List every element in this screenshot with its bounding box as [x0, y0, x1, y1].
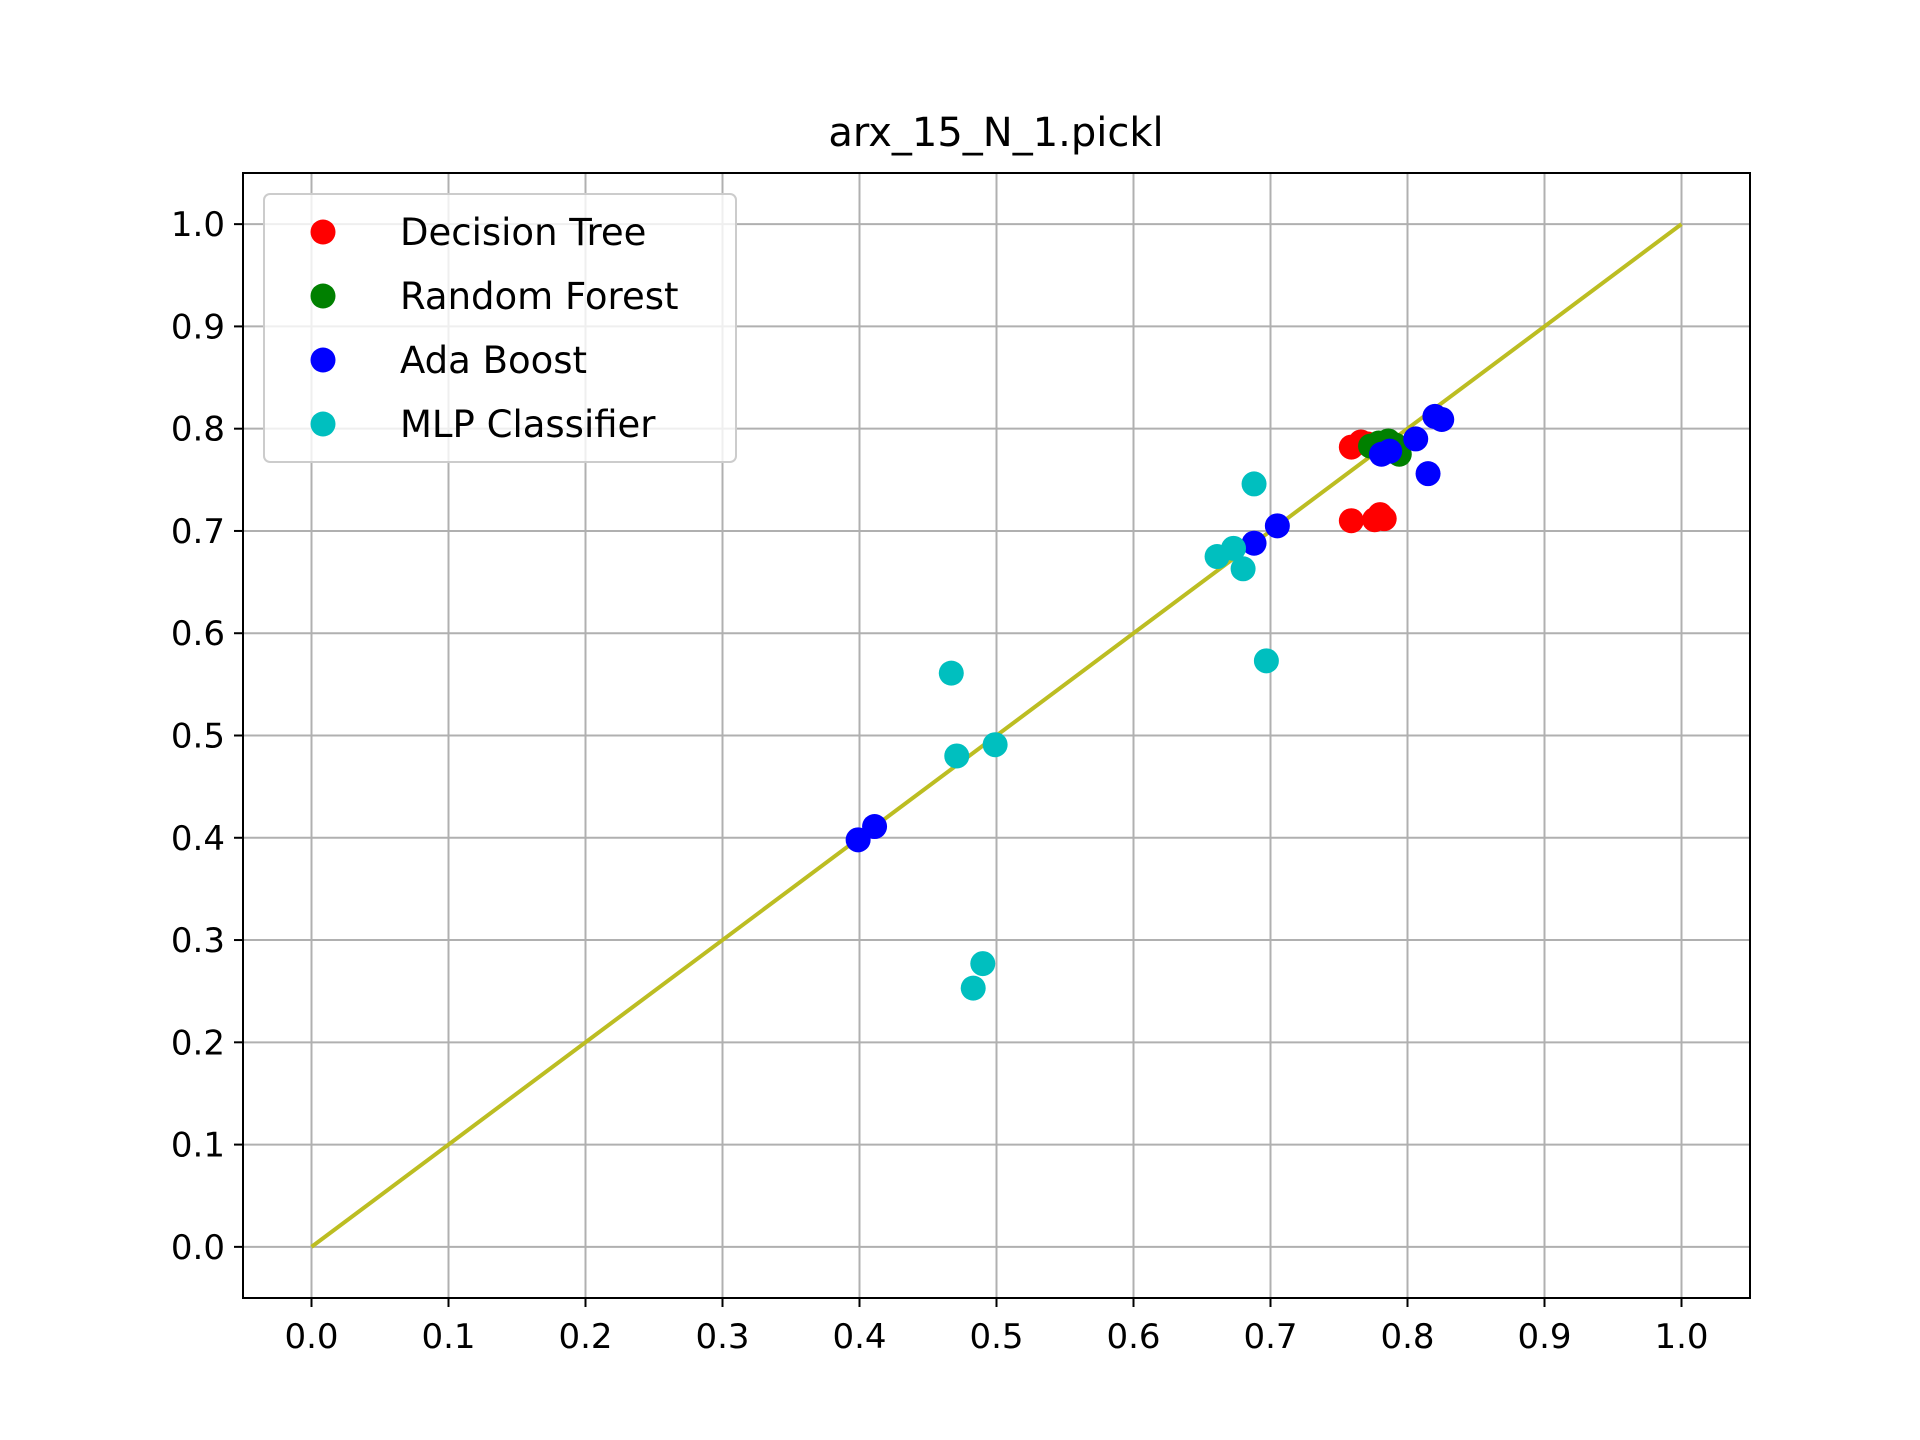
data-point	[944, 743, 970, 769]
data-point	[1403, 426, 1429, 452]
data-point	[938, 660, 964, 686]
data-point	[862, 814, 888, 840]
legend-marker	[310, 219, 336, 245]
y-tick-label: 0.0	[171, 1228, 225, 1268]
x-tick-label: 0.5	[969, 1317, 1023, 1357]
y-tick-label: 0.1	[171, 1126, 225, 1166]
data-point	[1377, 438, 1403, 464]
y-tick-label: 0.5	[171, 717, 225, 757]
legend: Decision Tree Random Forest Ada Boost MLP C…	[263, 193, 737, 463]
legend-label: MLP Classifier	[400, 403, 656, 446]
x-tick-label: 0.6	[1106, 1317, 1160, 1357]
x-tick-label: 0.1	[421, 1317, 475, 1357]
x-tick-label: 0.8	[1380, 1317, 1434, 1357]
axis-ticks: 0.0 0.1 0.2 0.3 0.4 0.5 0.6 0.7 0.8 0.9 1.0 0.0 0.1 0…	[171, 205, 1709, 1357]
y-tick-label: 0.7	[171, 512, 225, 552]
data-point	[1429, 406, 1455, 432]
data-point	[1253, 648, 1279, 674]
legend-label: Random Forest	[400, 275, 679, 318]
data-point	[970, 951, 996, 977]
x-tick-label: 0.7	[1243, 1317, 1297, 1357]
y-tick-label: 0.8	[171, 410, 225, 450]
legend-marker	[310, 411, 336, 437]
data-point	[1230, 556, 1256, 582]
x-tick-label: 0.3	[695, 1317, 749, 1357]
y-tick-label: 0.6	[171, 614, 225, 654]
x-tick-label: 0.9	[1517, 1317, 1571, 1357]
y-tick-label: 0.4	[171, 819, 225, 859]
data-point	[1241, 471, 1267, 497]
data-point	[1338, 508, 1364, 534]
y-tick-label: 0.2	[171, 1023, 225, 1063]
x-tick-label: 0.4	[832, 1317, 886, 1357]
data-point	[1371, 506, 1397, 532]
data-point	[960, 975, 986, 1001]
x-tick-label: 0.0	[284, 1317, 338, 1357]
data-point	[1241, 530, 1267, 556]
data-point	[982, 732, 1008, 758]
legend-marker	[310, 347, 336, 373]
series-mlp-classifier	[938, 471, 1279, 1001]
y-tick-label: 0.3	[171, 921, 225, 961]
data-point	[1264, 513, 1290, 539]
data-point	[1221, 535, 1247, 561]
legend-label: Ada Boost	[400, 339, 587, 382]
series-ada-boost	[845, 403, 1455, 853]
legend-box	[263, 193, 737, 463]
data-points	[845, 403, 1455, 1001]
x-tick-label: 0.2	[558, 1317, 612, 1357]
data-point	[1415, 461, 1441, 487]
y-tick-label: 1.0	[171, 205, 225, 245]
x-tick-label: 1.0	[1654, 1317, 1708, 1357]
legend-marker	[310, 283, 336, 309]
plot-frame	[242, 172, 1751, 1299]
y-tick-label: 0.9	[171, 307, 225, 347]
legend-label: Decision Tree	[400, 211, 646, 254]
chart-title: arx_15_N_1.pickl	[828, 110, 1163, 156]
